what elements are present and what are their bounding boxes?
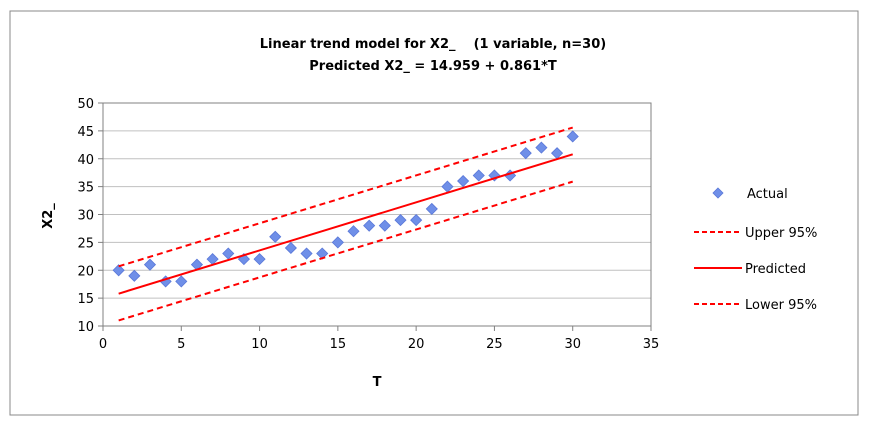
legend-label-actual: Actual xyxy=(747,187,788,202)
y-tick-label: 35 xyxy=(77,181,94,196)
actual-point xyxy=(300,247,313,260)
actual-point xyxy=(566,130,579,143)
y-axis-label: X2_ xyxy=(41,203,56,229)
x-tick-label: 10 xyxy=(251,337,268,352)
actual-point xyxy=(253,253,266,266)
chart-frame xyxy=(9,10,859,416)
x-tick-label: 0 xyxy=(99,337,107,352)
legend-marker-actual xyxy=(712,187,724,199)
actual-point xyxy=(457,174,470,188)
chart-title-line1: Linear trend model for X2_ (1 variable, … xyxy=(260,37,606,52)
x-tick-label: 5 xyxy=(177,337,185,352)
actual-point xyxy=(269,230,282,243)
x-axis-label: T xyxy=(373,375,382,390)
axis-ticks: 10 15 20 25 30 35 40 45 50 0 5 10 15 20 25 30 35 xyxy=(77,97,659,352)
y-tick-label: 30 xyxy=(77,209,94,224)
actual-point xyxy=(363,219,376,232)
x-tick-label: 25 xyxy=(486,337,503,352)
legend-label-predicted: Predicted xyxy=(745,262,806,277)
actual-point xyxy=(128,269,141,282)
x-tick-label: 15 xyxy=(330,337,347,352)
actual-point xyxy=(347,225,360,238)
legend: Actual Upper 95% Predicted Lower 95% xyxy=(694,187,817,313)
x-tick-label: 35 xyxy=(643,337,660,352)
predicted-line xyxy=(118,153,574,295)
series-layer xyxy=(112,126,579,322)
upper-95-line xyxy=(118,126,574,268)
y-tick-label: 20 xyxy=(77,264,94,279)
y-tick-label: 10 xyxy=(77,320,94,335)
actual-point xyxy=(378,219,391,232)
actual-point xyxy=(143,258,157,271)
actual-point xyxy=(284,241,297,255)
actual-point xyxy=(112,264,125,277)
y-tick-label: 15 xyxy=(77,292,94,307)
x-tick-label: 30 xyxy=(564,337,581,352)
actual-point xyxy=(472,169,485,182)
actual-point xyxy=(331,236,344,249)
x-tick-label: 20 xyxy=(408,337,425,352)
y-tick-label: 45 xyxy=(77,125,94,140)
legend-label-upper: Upper 95% xyxy=(745,226,817,241)
lower-95-line xyxy=(118,180,574,322)
actual-point xyxy=(535,141,548,154)
actual-point xyxy=(410,214,423,227)
legend-label-lower: Lower 95% xyxy=(745,298,817,313)
y-tick-label: 40 xyxy=(77,153,94,168)
y-tick-label: 25 xyxy=(77,236,94,251)
actual-point xyxy=(519,147,532,160)
y-tick-label: 50 xyxy=(77,97,94,112)
actual-point xyxy=(425,202,438,215)
chart-title-line2: Predicted X2_ = 14.959 + 0.861*T xyxy=(309,59,557,74)
actual-point xyxy=(175,275,188,288)
actual-point xyxy=(394,214,407,227)
